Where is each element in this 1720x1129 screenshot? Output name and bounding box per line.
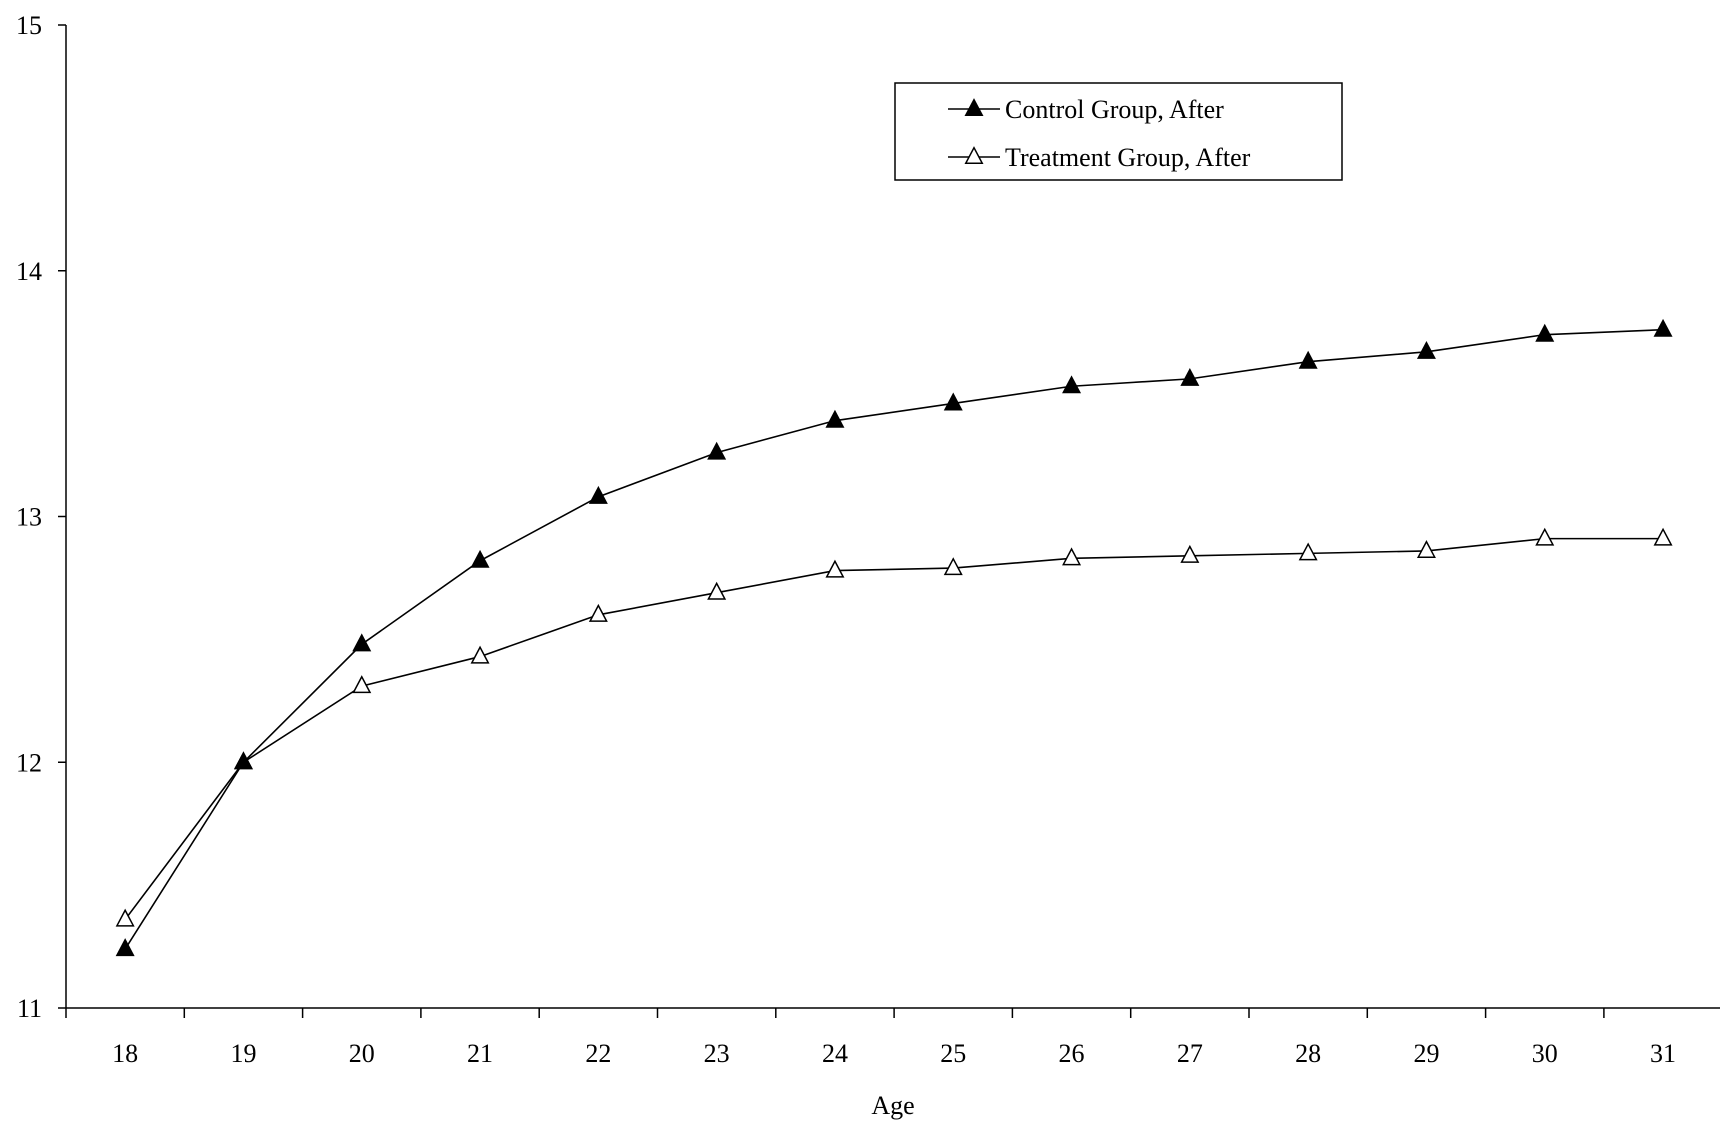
data-point — [1298, 350, 1318, 369]
data-point — [1416, 340, 1436, 359]
series-line — [124, 537, 1664, 921]
legend-item: Control Group, After — [948, 95, 1224, 124]
data-point — [1535, 323, 1555, 342]
data-point — [1653, 318, 1673, 337]
y-tick-label: 12 — [16, 748, 42, 777]
data-point — [707, 441, 727, 460]
legend-item: Treatment Group, After — [948, 143, 1251, 172]
data-point — [352, 675, 372, 694]
x-tick-label: 29 — [1413, 1039, 1439, 1068]
legend-marker — [964, 146, 984, 165]
x-tick-label: 18 — [112, 1039, 138, 1068]
data-point — [1298, 542, 1318, 561]
x-tick-label: 27 — [1177, 1039, 1203, 1068]
data-point — [352, 633, 372, 652]
legend: Control Group, After Treatment Group, Aft… — [894, 82, 1343, 181]
data-point — [470, 645, 490, 664]
series-line — [124, 328, 1664, 950]
x-tick-label: 25 — [940, 1039, 966, 1068]
x-tick-label: 21 — [467, 1039, 493, 1068]
y-tick-label: 13 — [16, 503, 42, 532]
x-tick-label: 31 — [1650, 1039, 1676, 1068]
x-tick-label: 28 — [1295, 1039, 1321, 1068]
axes: 11 12 13 14 15 18 19 20 21 22 23 24 25 26 27 28 29 30 31 — [16, 11, 1720, 1068]
x-tick-label: 26 — [1059, 1039, 1085, 1068]
legend-marker — [964, 98, 984, 117]
data-point — [233, 751, 253, 770]
data-point — [943, 392, 963, 411]
data-point — [1416, 540, 1436, 558]
y-tick-label: 14 — [16, 257, 42, 286]
data-point — [825, 559, 845, 578]
data-point — [588, 485, 608, 504]
data-point — [825, 409, 845, 428]
x-tick-label: 23 — [704, 1039, 730, 1068]
x-tick-label: 19 — [230, 1039, 256, 1068]
x-tick-label: 20 — [349, 1039, 375, 1068]
data-point — [1535, 527, 1555, 546]
legend-label: Control Group, After — [1005, 95, 1224, 124]
x-tick-label: 30 — [1532, 1039, 1558, 1068]
data-point — [943, 557, 963, 576]
data-point — [115, 938, 135, 957]
data-point — [1653, 527, 1673, 546]
data-point — [1062, 547, 1082, 566]
series-control-group — [115, 318, 1673, 957]
data-point — [1180, 544, 1200, 563]
data-point — [115, 908, 135, 927]
y-tick-label: 15 — [16, 11, 42, 40]
series-layer — [115, 318, 1673, 957]
series-treatment-group — [115, 527, 1673, 927]
data-point — [707, 581, 727, 600]
x-axis-title: Age — [871, 1091, 914, 1120]
data-point — [588, 603, 608, 622]
x-tick-label: 24 — [822, 1039, 848, 1068]
legend-label: Treatment Group, After — [1005, 143, 1251, 172]
data-point — [1180, 367, 1200, 386]
data-point — [470, 549, 490, 568]
x-tick-label: 22 — [585, 1039, 611, 1068]
data-point — [1062, 375, 1082, 394]
y-tick-label: 11 — [17, 994, 42, 1023]
